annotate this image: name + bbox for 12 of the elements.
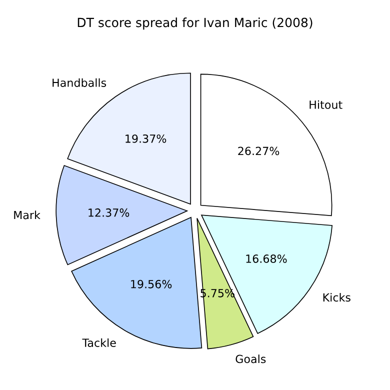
data-label: 16.68% [246,254,287,263]
slice-label: Kicks [323,293,350,302]
data-label: 26.27% [238,146,280,156]
slice-label: Handballs [52,78,106,87]
slice-label: Goals [236,354,266,364]
chart-title: DT score spread for Ivan Maric (2008) [78,18,312,30]
data-label: 19.56% [131,280,172,288]
slice-label: Mark [14,210,40,220]
slice-label: Hitout [310,100,342,109]
data-label: 19.37% [126,134,166,143]
data-label: 12.37% [88,208,130,217]
slice-label: Tackle [82,338,116,348]
